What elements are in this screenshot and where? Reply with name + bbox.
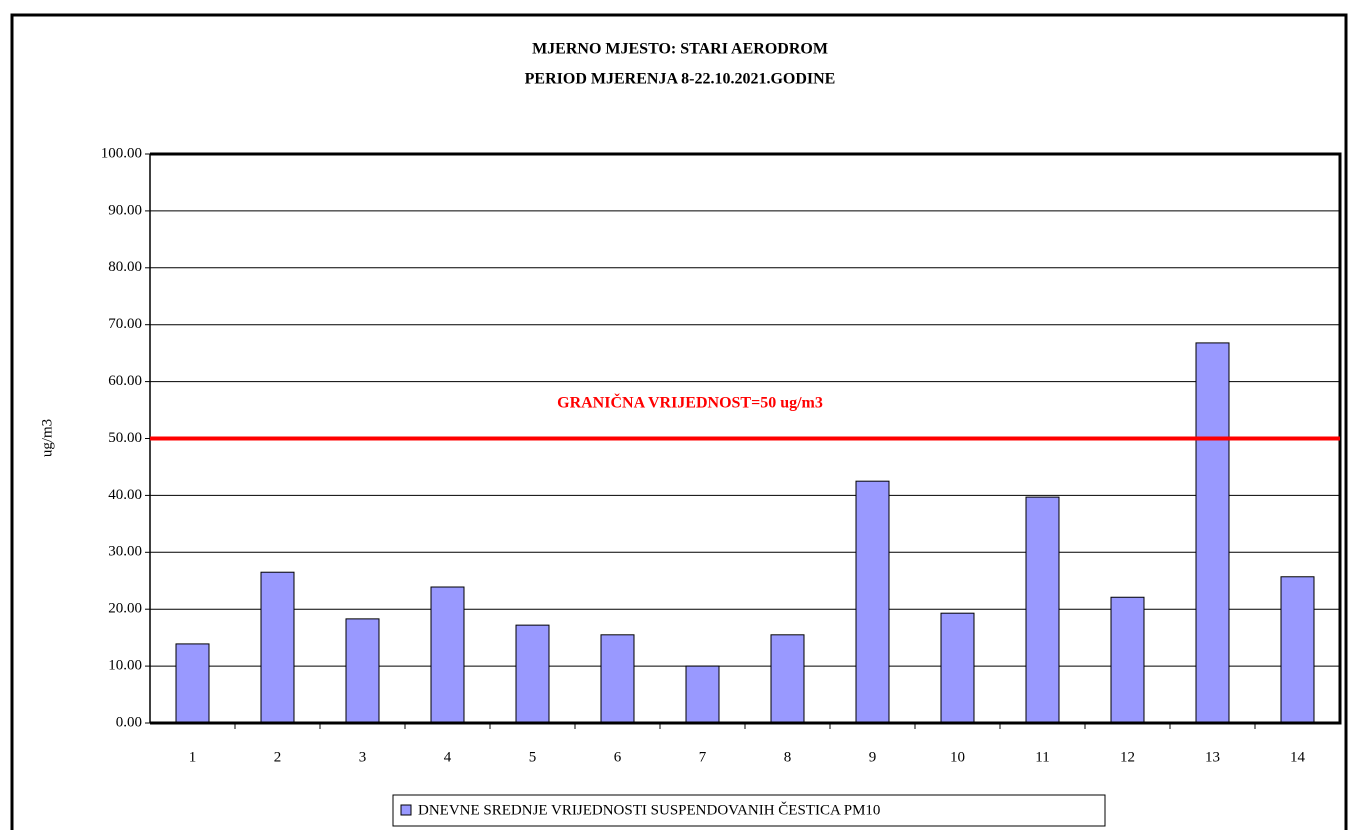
x-tick-label: 10 xyxy=(950,749,965,765)
x-tick-label: 4 xyxy=(444,749,452,765)
x-tick-label: 12 xyxy=(1120,749,1135,765)
y-tick-label: 10.00 xyxy=(108,658,142,674)
bar xyxy=(515,624,550,724)
bar xyxy=(260,571,295,724)
bar xyxy=(940,612,975,724)
chart-subtitle: PERIOD MJERENJA 8-22.10.2021.GODINE xyxy=(525,71,836,88)
legend-swatch xyxy=(400,804,412,816)
y-axis-label: ug/m3 xyxy=(39,419,55,457)
y-tick-label: 70.00 xyxy=(108,316,142,332)
bar xyxy=(855,480,890,724)
bar xyxy=(1025,496,1060,724)
x-tick-label: 6 xyxy=(614,749,622,765)
x-tick-label: 11 xyxy=(1035,749,1049,765)
y-tick-label: 100.00 xyxy=(101,145,142,161)
x-tick-label: 8 xyxy=(784,749,792,765)
y-tick-label: 40.00 xyxy=(108,487,142,503)
legend-label: DNEVNE SREDNJE VRIJEDNOSTI SUSPENDOVANIH… xyxy=(418,801,880,818)
y-tick-label: 80.00 xyxy=(108,259,142,275)
y-tick-label: 90.00 xyxy=(108,202,142,218)
x-tick-label: 13 xyxy=(1205,749,1220,765)
bar xyxy=(770,634,805,724)
x-tick-label: 9 xyxy=(869,749,877,765)
y-tick-label: 20.00 xyxy=(108,601,142,617)
bar xyxy=(1110,596,1145,724)
threshold-label: GRANIČNA VRIJEDNOST=50 ug/m3 xyxy=(557,393,823,412)
x-tick-label: 1 xyxy=(189,749,197,765)
bar xyxy=(175,643,210,724)
y-tick-label: 30.00 xyxy=(108,544,142,560)
bar xyxy=(1280,576,1315,724)
chart-title: MJERNO MJESTO: STARI AERODROM xyxy=(532,41,828,58)
legend-box xyxy=(392,794,1106,827)
x-tick-label: 3 xyxy=(359,749,367,765)
x-tick-label: 7 xyxy=(699,749,707,765)
y-tick-label: 0.00 xyxy=(116,714,142,730)
y-tick-label: 50.00 xyxy=(108,430,142,446)
x-tick-label: 5 xyxy=(529,749,537,765)
chart-frame xyxy=(10,13,1348,830)
bar xyxy=(685,665,720,724)
bar xyxy=(430,586,465,724)
x-tick-label: 2 xyxy=(274,749,282,765)
bar xyxy=(600,634,635,724)
bar xyxy=(1195,342,1230,724)
x-tick-label: 14 xyxy=(1290,749,1306,765)
y-tick-label: 60.00 xyxy=(108,373,142,389)
bar xyxy=(345,618,380,724)
